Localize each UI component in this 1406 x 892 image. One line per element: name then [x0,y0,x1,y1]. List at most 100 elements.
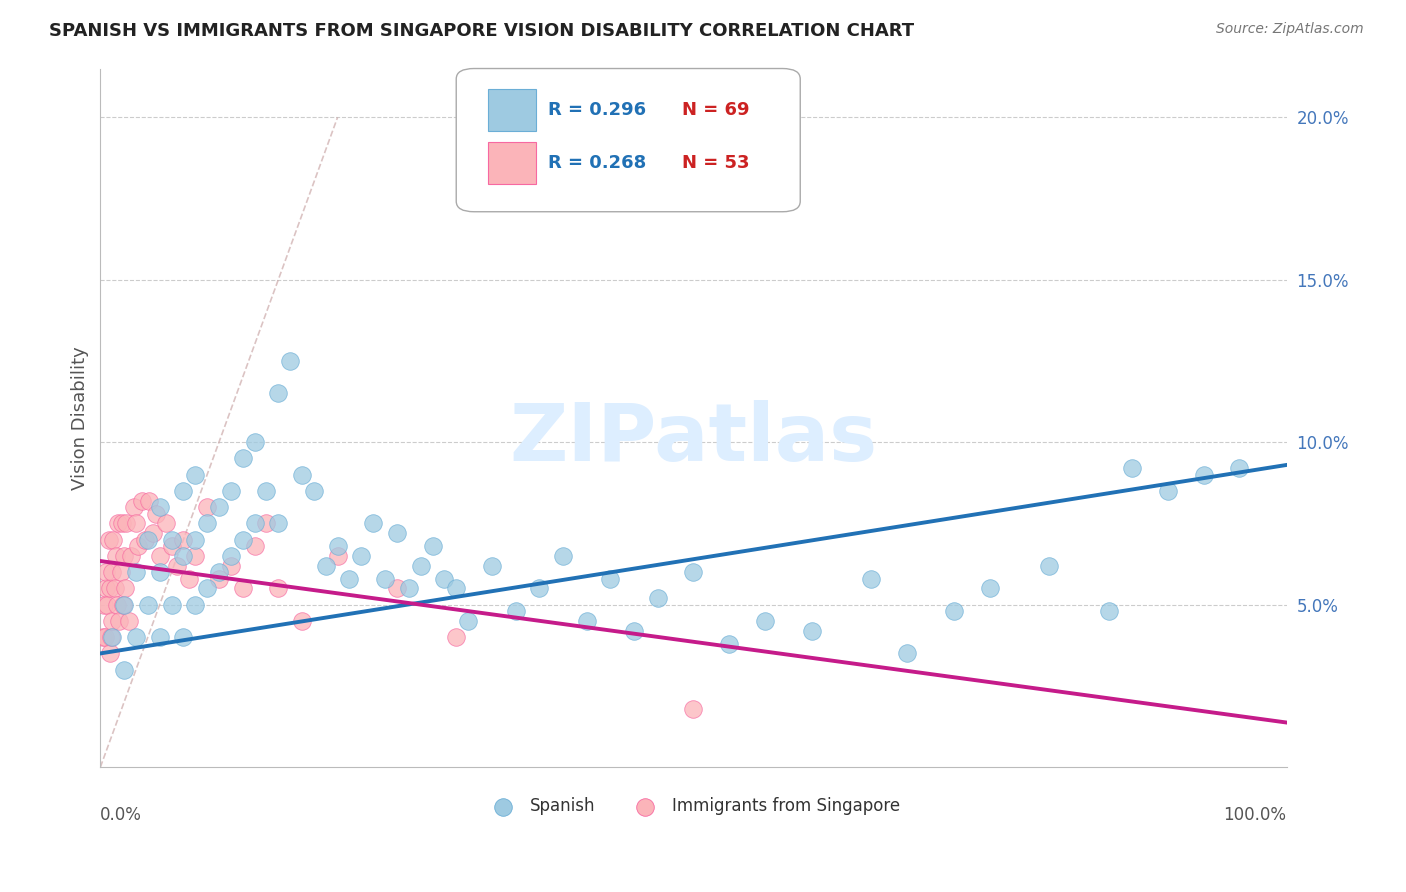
Point [801,624,824,638]
Point [149,565,172,579]
Point [94,630,117,644]
Point [254,516,277,531]
Point [172,483,194,498]
Point [111,516,134,531]
Text: 100.0%: 100.0% [1223,806,1286,824]
FancyBboxPatch shape [456,69,800,211]
Point [232,582,254,596]
Point [599,572,621,586]
Point [979,582,1001,596]
Point [125,565,148,579]
Point [104,549,127,563]
Point [179,572,201,586]
Point [96,565,118,579]
Point [93,598,115,612]
FancyBboxPatch shape [488,142,536,184]
Point [219,483,242,498]
Point [219,549,242,563]
Point [302,483,325,498]
Text: N = 69: N = 69 [682,102,749,120]
Point [184,467,207,482]
Point [339,572,361,586]
Point [433,572,456,586]
Point [166,558,188,573]
Point [145,507,167,521]
Point [208,565,231,579]
Point [112,549,135,563]
Point [155,516,177,531]
Point [575,614,598,628]
Point [267,386,290,401]
Point [136,598,159,612]
Point [108,614,131,628]
Point [125,516,148,531]
Point [107,516,129,531]
Point [232,533,254,547]
Point [195,582,218,596]
Point [385,582,408,596]
Point [243,539,266,553]
Point [398,582,420,596]
Legend: Spanish, Immigrants from Singapore: Spanish, Immigrants from Singapore [479,790,907,822]
Point [623,624,645,638]
Point [718,637,741,651]
Point [232,451,254,466]
Point [105,598,128,612]
Point [529,582,551,596]
Point [184,598,207,612]
Point [350,549,373,563]
Point [291,614,314,628]
Point [326,539,349,553]
Point [291,467,314,482]
Point [111,598,134,612]
Point [195,516,218,531]
Point [682,701,704,715]
Point [134,533,156,547]
Point [267,516,290,531]
Point [505,604,527,618]
Point [1121,461,1143,475]
Point [103,582,125,596]
Point [219,558,242,573]
Point [254,483,277,498]
Point [184,549,207,563]
Point [110,565,132,579]
Point [243,516,266,531]
Point [385,526,408,541]
Point [409,558,432,573]
Point [172,533,194,547]
Point [98,582,121,596]
Point [326,549,349,563]
Point [100,630,122,644]
Point [1038,558,1060,573]
Point [315,558,337,573]
Point [208,500,231,515]
Point [160,598,183,612]
Point [115,516,138,531]
Point [136,533,159,547]
Point [101,614,124,628]
Point [422,539,444,553]
Point [267,582,290,596]
Point [149,500,172,515]
Point [131,493,153,508]
Point [647,591,669,606]
Point [195,500,218,515]
Point [551,549,574,563]
Point [1227,461,1250,475]
Point [96,598,118,612]
Point [101,630,124,644]
Point [120,549,142,563]
Point [98,647,121,661]
Point [101,565,124,579]
Point [91,630,114,644]
Text: ZIPatlas: ZIPatlas [509,400,877,478]
Point [160,533,183,547]
Point [1157,483,1180,498]
Point [141,526,163,541]
Point [160,539,183,553]
FancyBboxPatch shape [488,89,536,131]
Point [896,647,918,661]
Point [118,614,141,628]
Point [374,572,396,586]
